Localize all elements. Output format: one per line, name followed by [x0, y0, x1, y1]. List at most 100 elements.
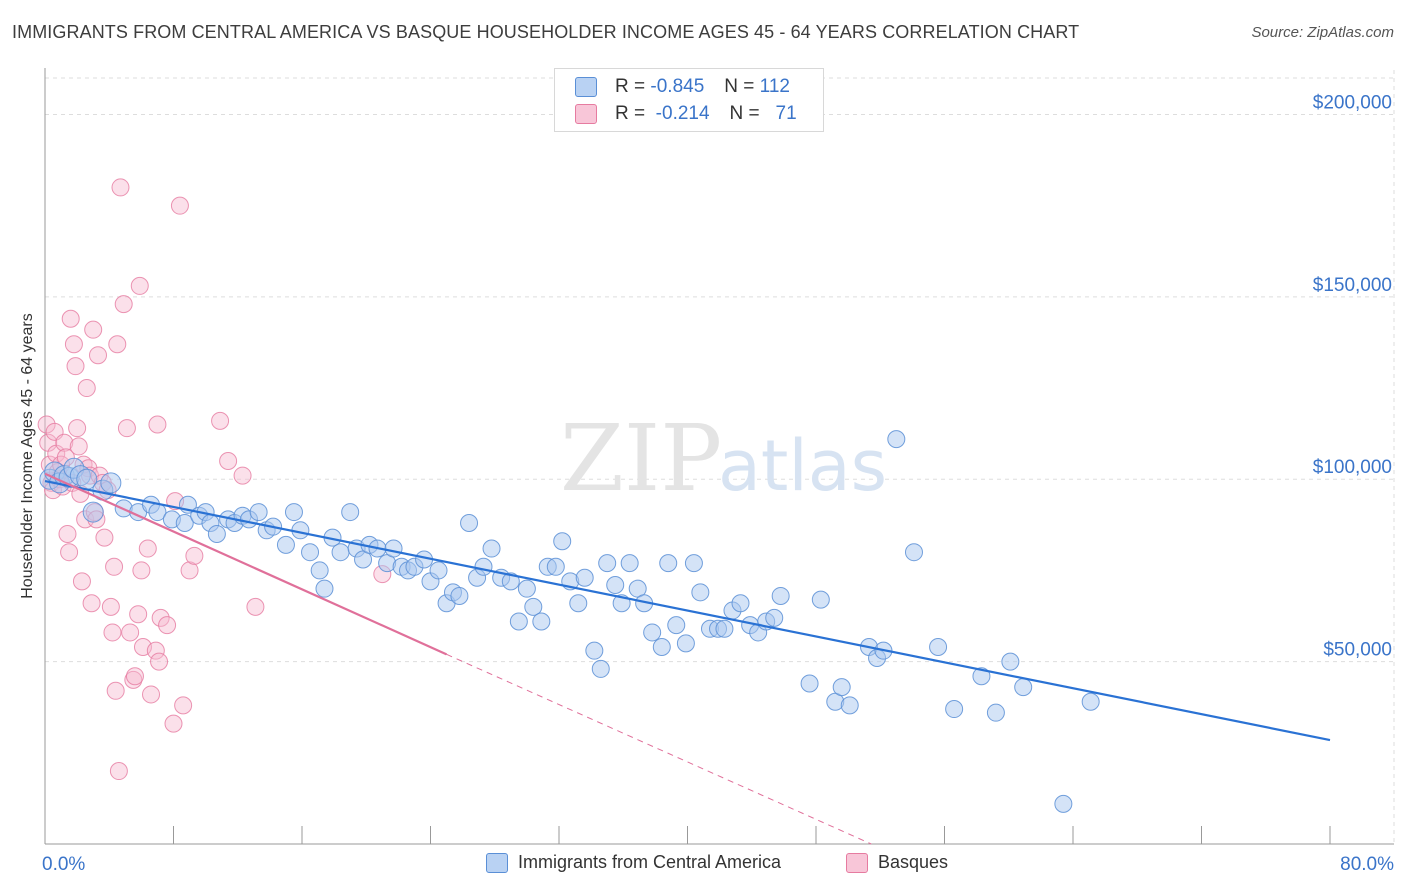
basques-point-62 [170, 196, 189, 215]
central-america-point-16 [175, 514, 194, 533]
central-america-point-92 [765, 608, 784, 627]
x-tick-label-max: 80.0% [1340, 854, 1394, 875]
basques-point-65 [185, 546, 204, 565]
central-america-point-77 [643, 623, 662, 642]
central-america-point-78 [652, 638, 671, 657]
r-label: R = [615, 76, 646, 97]
basques-point-66 [211, 411, 230, 430]
central-america-point-108 [1001, 652, 1020, 671]
basques-point-67 [219, 452, 238, 470]
central-america-point-8 [82, 501, 104, 523]
basques-point-48 [125, 667, 144, 686]
central-america-point-71 [598, 554, 617, 573]
central-america-point-80 [667, 616, 686, 635]
central-america-point-36 [331, 543, 350, 562]
basques-point-22 [72, 572, 91, 591]
legend-row-basques: R = -0.214 N = 71 [575, 101, 797, 127]
central-america-point-93 [771, 586, 790, 605]
basques-point-60 [164, 714, 183, 733]
central-america-point-10 [100, 472, 122, 494]
basques-point-44 [114, 295, 133, 314]
basques-point-63 [174, 696, 193, 715]
central-america-point-67 [569, 594, 588, 613]
n-label: N = [729, 103, 760, 124]
basques-point-43 [111, 178, 130, 197]
central-america-point-29 [276, 535, 295, 554]
basques-point-20 [69, 437, 88, 456]
trend-lines [44, 472, 1331, 845]
central-america-point-70 [591, 659, 610, 678]
basques-point-29 [84, 320, 103, 339]
central-america-point-59 [509, 612, 528, 631]
y-tick-label-1: $100,000 [1313, 457, 1392, 478]
watermark-zip: ZIP [560, 405, 722, 512]
central-america-point-26 [249, 503, 268, 522]
basques-point-49 [129, 605, 148, 624]
correlation-legend: R = -0.845 N = 112 R = -0.214 N = 71 [554, 68, 824, 132]
central-america-point-83 [691, 583, 710, 602]
central-america-point-109 [1014, 678, 1033, 697]
tick-labels: $50,000 $100,000 $150,000 $200,000 0.0% 80.0% [42, 92, 1394, 875]
central-america-trend-line [44, 479, 1331, 742]
basques-point-40 [106, 681, 125, 700]
basques-point-46 [121, 623, 140, 642]
central-america-point-104 [929, 638, 948, 657]
central-america-point-110 [1054, 794, 1073, 813]
central-america-point-43 [384, 539, 403, 558]
pink-swatch [575, 104, 597, 124]
central-america-point-21 [207, 524, 226, 543]
basques-point-11 [55, 433, 74, 452]
central-america-point-58 [501, 572, 520, 591]
central-america-point-79 [659, 554, 678, 573]
central-america-point-65 [553, 532, 572, 551]
basques-point-32 [89, 346, 108, 365]
blue-swatch [575, 77, 597, 97]
basques-point-57 [150, 652, 169, 671]
central-america-point-111 [1081, 692, 1100, 711]
central-america-point-52 [450, 586, 469, 605]
basques-point-69 [246, 597, 265, 616]
basques-point-28 [82, 594, 101, 613]
basques-point-45 [117, 419, 136, 438]
central-america-point-106 [972, 667, 991, 686]
watermark-atlas: atlas [718, 425, 887, 507]
x-tick-label-min: 0.0% [42, 854, 85, 875]
central-america-point-61 [524, 597, 543, 616]
r-value: -0.214 [655, 103, 710, 124]
basques-point-19 [68, 419, 87, 438]
legend-label: Immigrants from Central America [518, 852, 782, 872]
basques-point-68 [233, 466, 252, 485]
central-america-point-34 [315, 579, 334, 598]
basques-point-18 [66, 357, 85, 376]
basques-point-55 [146, 641, 165, 660]
basques-point-58 [151, 608, 170, 627]
y-tick-label-3: $200,000 [1313, 92, 1392, 113]
central-america-point-86 [715, 619, 734, 638]
blue-swatch [486, 852, 508, 873]
chart-title: IMMIGRANTS FROM CENTRAL AMERICA VS BASQU… [12, 22, 1080, 42]
basques-point-37 [101, 597, 120, 616]
legend-item-basques: Basques [846, 852, 948, 873]
y-tick-label-0: $50,000 [1323, 640, 1392, 661]
legend-label: Basques [878, 852, 949, 872]
r-label: R = [615, 103, 646, 124]
basques-point-42 [109, 762, 128, 781]
basques-point-64 [180, 561, 199, 580]
n-value: 71 [775, 103, 797, 124]
central-america-point-102 [887, 430, 906, 449]
central-america-point-74 [620, 554, 639, 573]
basques-point-59 [158, 616, 177, 635]
basques-point-14 [60, 543, 79, 562]
central-america-point-32 [301, 543, 320, 562]
central-america-point-30 [284, 503, 303, 522]
basques-point-17 [64, 335, 83, 354]
basques-point-50 [130, 276, 149, 295]
basques-point-13 [58, 524, 77, 543]
central-america-point-53 [460, 514, 479, 533]
basques-point-41 [108, 335, 127, 354]
central-america-point-37 [341, 503, 360, 522]
legend-row-central-america: R = -0.845 N = 112 [575, 74, 790, 100]
central-america-point-60 [517, 579, 536, 598]
central-america-point-72 [606, 576, 625, 595]
